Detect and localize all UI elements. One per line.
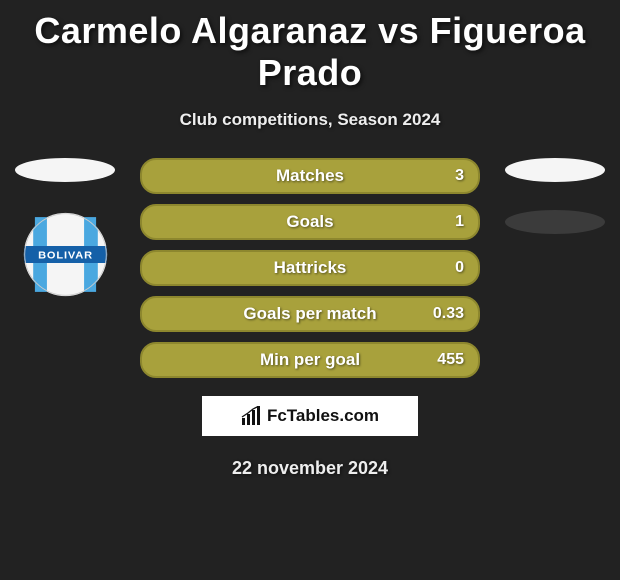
page-subtitle: Club competitions, Season 2024	[0, 110, 620, 130]
right-player-placeholder	[505, 158, 605, 182]
comparison-content: BOLIVAR Matches 3 Goals 1 Hattricks 0 Go…	[0, 158, 620, 479]
stat-row-matches: Matches 3	[140, 158, 480, 194]
stat-value-right: 0.33	[433, 305, 464, 323]
bar-chart-icon	[241, 406, 261, 426]
right-player-column	[500, 158, 610, 234]
fctables-brand: FcTables.com	[202, 396, 418, 436]
stat-value-right: 0	[455, 259, 464, 277]
bolivar-logo-icon: BOLIVAR	[23, 212, 108, 297]
stat-row-mpg: Min per goal 455	[140, 342, 480, 378]
stat-value-right: 3	[455, 167, 464, 185]
stat-label: Hattricks	[142, 258, 478, 278]
stats-bars: Matches 3 Goals 1 Hattricks 0 Goals per …	[140, 158, 480, 378]
stat-value-right: 1	[455, 213, 464, 231]
stat-label: Goals per match	[142, 304, 478, 324]
club-name-text: BOLIVAR	[38, 250, 93, 262]
right-club-placeholder	[505, 210, 605, 234]
page-title: Carmelo Algaranaz vs Figueroa Prado	[0, 0, 620, 94]
stat-row-hattricks: Hattricks 0	[140, 250, 480, 286]
stat-label: Goals	[142, 212, 478, 232]
stat-label: Matches	[142, 166, 478, 186]
fctables-text: FcTables.com	[267, 406, 379, 426]
left-club-logo: BOLIVAR	[23, 212, 108, 297]
left-player-placeholder	[15, 158, 115, 182]
stat-value-right: 455	[437, 351, 464, 369]
stat-label: Min per goal	[142, 350, 478, 370]
date-text: 22 november 2024	[0, 458, 620, 479]
left-player-column: BOLIVAR	[10, 158, 120, 297]
stat-row-goals: Goals 1	[140, 204, 480, 240]
stat-row-gpm: Goals per match 0.33	[140, 296, 480, 332]
